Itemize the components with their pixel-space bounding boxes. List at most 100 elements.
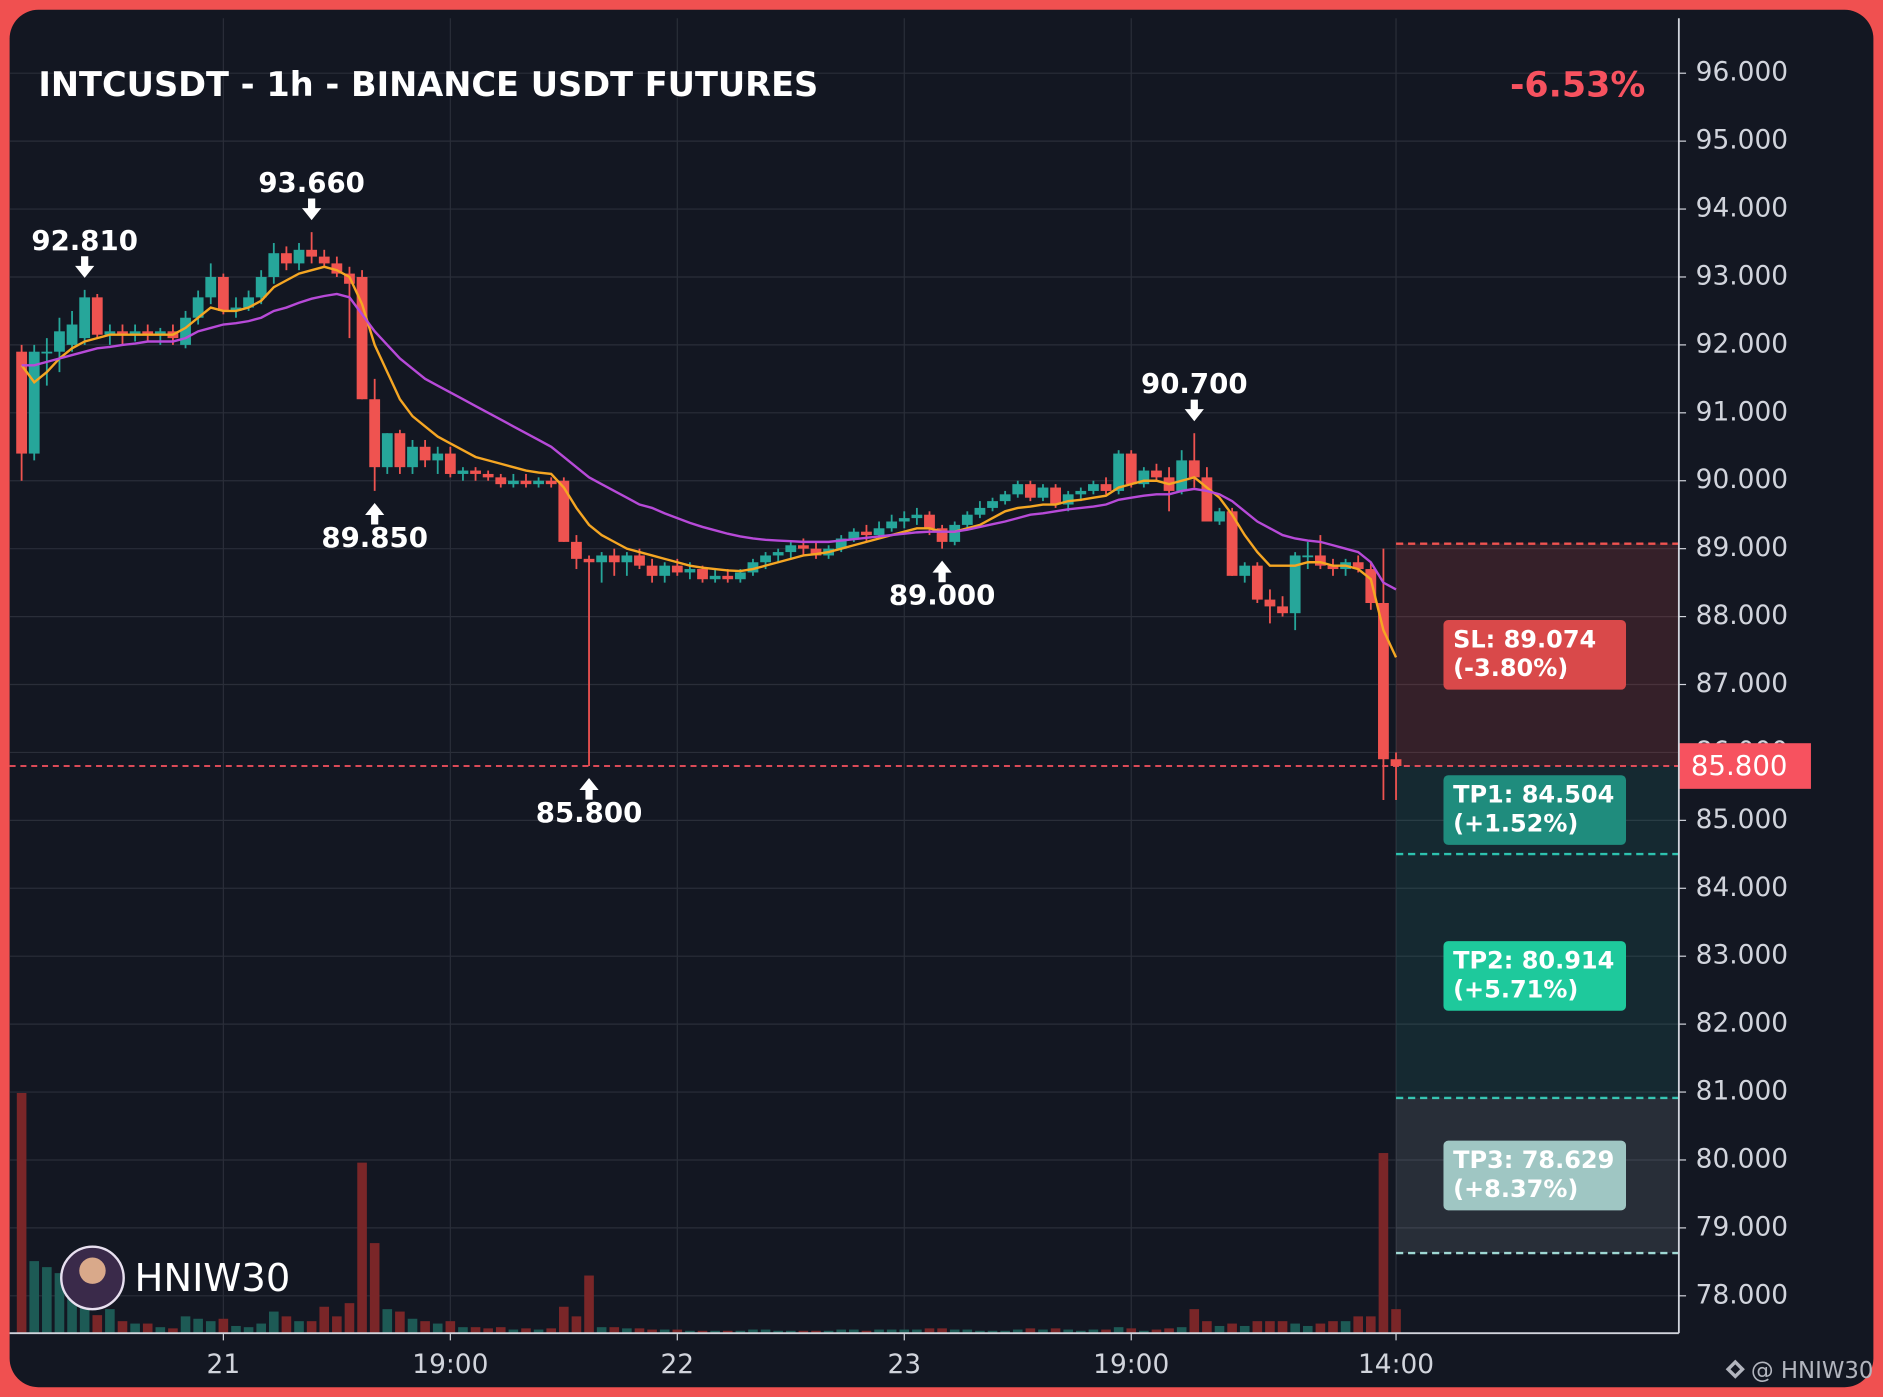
marker-label: 89.000 [889,579,996,612]
candle-body [734,572,746,580]
candle-body [722,575,734,580]
y-tick-label: 90.000 [1696,464,1788,495]
candle-body [1050,487,1061,505]
volume-bar [395,1311,405,1334]
candle-body [293,249,305,264]
y-tick-label: 82.000 [1696,1008,1788,1039]
volume-bar [659,1329,670,1334]
candle-body [1327,565,1339,570]
volume-bar [1302,1325,1313,1334]
candle-body [1088,484,1099,491]
candle-body [432,453,444,461]
volume-bar [912,1329,922,1334]
candle-body [1037,487,1049,498]
volume-bar [105,1309,115,1334]
volume-bar [1113,1327,1124,1334]
candle-body [545,480,557,485]
volume-bar [54,1273,65,1334]
x-tick-label: 19:00 [412,1349,488,1380]
candle-body [407,446,418,468]
candle-body [79,297,91,339]
volume-bar [634,1328,645,1334]
volume-bar [1012,1329,1023,1334]
volume-bar [92,1315,103,1334]
volume-bar [142,1323,153,1334]
volume-bar [1126,1328,1137,1334]
volume-bar [243,1327,254,1334]
volume-bar [1151,1329,1162,1334]
marker-arrow [365,502,385,525]
volume-bar [168,1328,178,1334]
candle-body [495,477,507,485]
level-change: (-3.80%) [1453,654,1568,682]
volume-bar [1189,1309,1200,1334]
candle-body [369,399,381,468]
candle-body [608,555,620,563]
volume-bar [180,1316,191,1334]
volume-bar [1025,1328,1036,1334]
y-tick-label: 81.000 [1696,1076,1788,1107]
candle-body [470,470,481,474]
y-tick-label: 88.000 [1696,600,1788,631]
candle-body [41,351,53,354]
marker-arrow [302,198,322,221]
level-name: TP1: 84.504 [1453,781,1614,809]
volume-bar [1214,1325,1225,1334]
volume-bar [1315,1323,1326,1334]
candle-body [974,507,986,515]
candle-body [268,253,280,277]
candle-body [621,555,633,563]
volume-bar [609,1327,620,1334]
candle-body [419,446,431,461]
candle-body [785,545,797,553]
volume-bar [117,1321,128,1334]
candle-body [91,297,103,335]
candle-body [1113,453,1125,491]
volume-bar [773,1330,783,1334]
candle-body [861,531,872,536]
volume-bar [1391,1309,1401,1334]
volume-bar [672,1329,683,1334]
volume-bar [1088,1329,1099,1334]
volume-bar [962,1329,973,1334]
candle-body [1390,759,1402,767]
candle-body [1289,555,1301,614]
volume-bar [1164,1328,1174,1334]
candle-body [1352,562,1364,570]
y-tick-label: 80.000 [1696,1143,1788,1174]
volume-bar [924,1328,935,1334]
level-name: TP2: 80.914 [1453,947,1614,975]
volume-bar [306,1321,317,1334]
volume-bar [785,1330,796,1334]
volume-bar [508,1329,519,1334]
volume-bar [685,1330,695,1334]
candle-body [772,552,784,556]
candle-body [646,565,658,576]
y-tick-label: 79.000 [1696,1211,1788,1242]
candle-body [1378,603,1389,760]
volume-bar [836,1329,847,1334]
candle-body [848,531,860,539]
volume-bar [811,1330,821,1334]
volume-bar [1202,1321,1212,1334]
volume-bar [584,1275,594,1334]
y-tick-label: 84.000 [1696,872,1788,903]
candle-body [230,307,242,311]
volume-bar [407,1318,418,1334]
volume-bar [533,1329,544,1334]
marker-label: 90.700 [1141,367,1248,400]
change: -6.53% [1510,66,1645,106]
volume-bar [849,1329,859,1334]
candle-body [936,528,948,542]
volume-bar [1252,1321,1263,1334]
candle-body [987,501,998,508]
candle-body [129,331,141,335]
volume-bar [886,1329,897,1334]
volume-bar [1227,1323,1237,1334]
candle-body [747,562,759,573]
marker-arrow [1184,399,1204,422]
candle-body [394,433,406,468]
candle-body [1176,460,1188,491]
volume-bar [760,1329,771,1334]
